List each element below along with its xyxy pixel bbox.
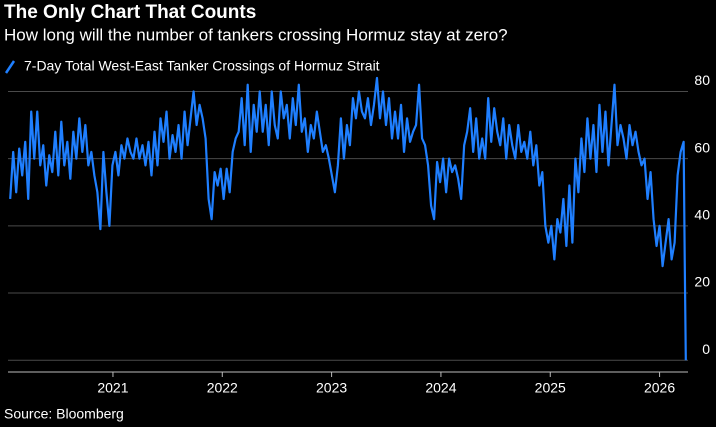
y-tick-label: 20: [694, 274, 710, 290]
y-tick-label: 0: [702, 341, 710, 357]
x-tick-label: 2026: [644, 380, 675, 396]
y-tick-label: 40: [694, 207, 710, 223]
series-line: [9, 76, 687, 361]
x-tick-label: 2021: [97, 380, 128, 396]
legend-label: 7-Day Total West-East Tanker Crossings o…: [24, 58, 380, 74]
x-tick-label: 2023: [316, 380, 347, 396]
chart-subtitle: How long will the number of tankers cros…: [4, 25, 508, 44]
x-tick-label: 2024: [425, 380, 456, 396]
x-tick-label: 2025: [535, 380, 566, 396]
chart-title: The Only Chart That Counts: [4, 2, 256, 23]
legend-swatch: [4, 60, 16, 74]
y-tick-label: 60: [694, 139, 710, 155]
y-tick-label: 80: [694, 72, 710, 88]
x-tick-label: 2022: [207, 380, 238, 396]
source: Source: Bloomberg: [4, 406, 124, 422]
